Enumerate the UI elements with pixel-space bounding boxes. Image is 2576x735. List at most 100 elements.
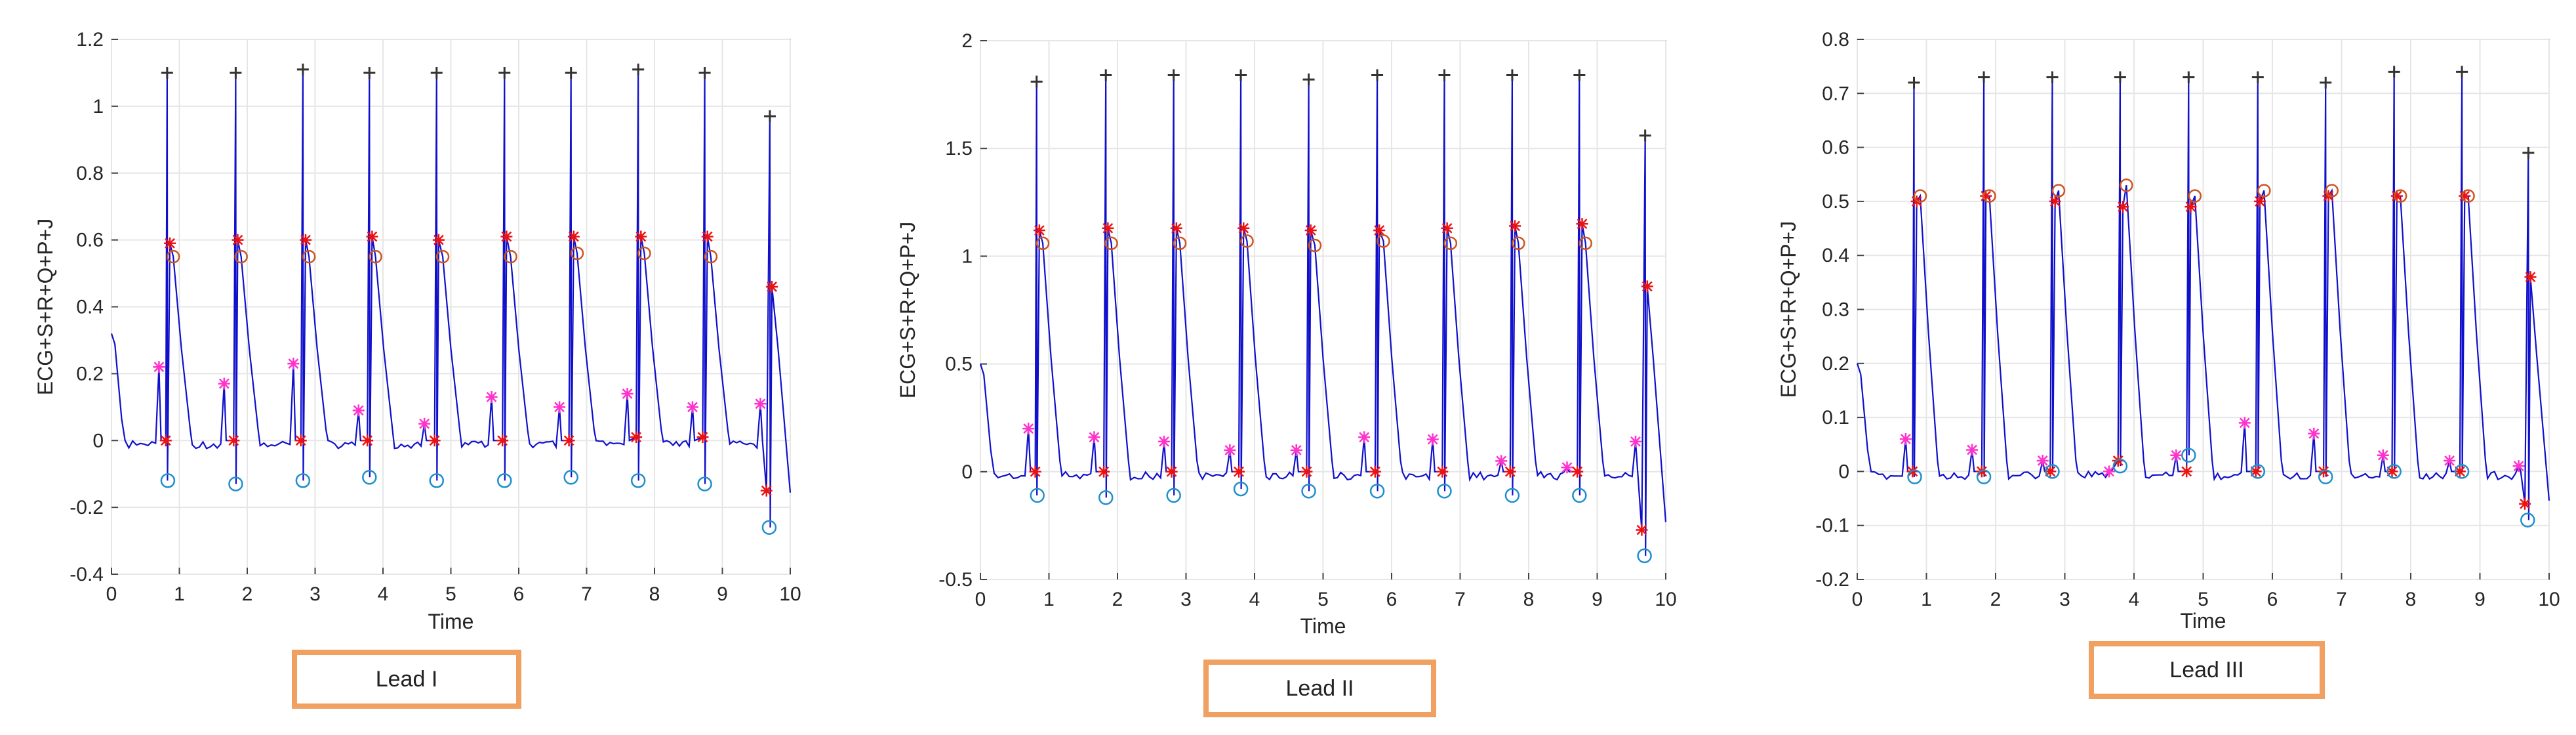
red-q-asterisk-marker	[1029, 465, 1041, 478]
y-tick-label: 0.8	[1822, 29, 1849, 51]
red-q-asterisk-marker	[2386, 465, 2398, 478]
y-tick-label: 1	[961, 245, 973, 267]
x-tick-label: 6	[1386, 589, 1398, 610]
x-tick-label: 4	[378, 583, 389, 605]
red-q-asterisk-marker	[361, 434, 374, 447]
y-tick-label: -0.2	[1815, 569, 1849, 591]
black-plus-marker	[632, 63, 645, 75]
cyan-circle-marker	[761, 520, 777, 535]
red-q-asterisk-marker	[1571, 465, 1584, 478]
red-asterisk-marker	[1238, 222, 1250, 234]
red-asterisk-marker	[1170, 222, 1182, 234]
red-asterisk-marker	[1441, 222, 1453, 234]
red-asterisk-marker	[1373, 224, 1386, 236]
cyan-circle-marker	[2112, 458, 2128, 474]
x-tick-label: 7	[2336, 589, 2347, 610]
red-q-asterisk-marker	[496, 434, 509, 447]
orange-circle-marker	[1308, 238, 1322, 253]
y-tick-label: 0.8	[76, 163, 104, 184]
black-plus-marker	[230, 66, 242, 79]
magenta-asterisk-marker	[418, 417, 431, 430]
red-q-asterisk-marker	[1504, 465, 1516, 478]
cyan-circle-marker	[1504, 488, 1520, 503]
cyan-circle-marker	[563, 470, 578, 485]
magenta-asterisk-marker	[1495, 455, 1508, 467]
cyan-circle-marker	[2454, 464, 2470, 479]
red-q-asterisk-marker	[563, 434, 575, 447]
magenta-asterisk-marker	[485, 391, 498, 404]
x-axis-label: Time	[428, 610, 474, 633]
magenta-asterisk-marker	[153, 361, 165, 373]
magenta-asterisk-marker	[2512, 460, 2525, 472]
red-asterisk-marker	[1576, 218, 1588, 230]
x-tick-label: 2	[242, 583, 253, 605]
black-plus-marker	[363, 66, 376, 79]
lead-i-caption-box: Lead I	[292, 650, 521, 709]
x-tick-label: 7	[581, 583, 592, 605]
cyan-circle-marker	[160, 473, 176, 488]
y-tick-label: -0.1	[1815, 515, 1849, 537]
red-q-asterisk-marker	[2249, 465, 2262, 478]
magenta-asterisk-marker	[1426, 433, 1439, 446]
cyan-circle-marker	[1030, 488, 1045, 503]
red-asterisk-marker	[1980, 190, 1992, 202]
red-q-asterisk-marker	[2044, 465, 2057, 478]
black-plus-marker	[1573, 69, 1586, 81]
magenta-asterisk-marker	[2308, 427, 2320, 440]
cyan-circle-marker	[1166, 488, 1181, 503]
red-q-asterisk-marker	[294, 434, 307, 447]
cyan-circle-marker	[1301, 484, 1316, 499]
red-q-asterisk-marker	[1165, 465, 1178, 478]
x-tick-label: 9	[1592, 589, 1603, 610]
x-tick-label: 9	[717, 583, 728, 605]
x-tick-label: 6	[513, 583, 525, 605]
y-tick-label: 2	[961, 30, 973, 52]
y-tick-label: -0.2	[70, 497, 104, 518]
black-plus-marker	[430, 66, 443, 79]
orange-circle-marker	[504, 249, 517, 264]
black-plus-marker	[1506, 69, 1518, 81]
magenta-asterisk-marker	[1224, 444, 1236, 456]
magenta-asterisk-marker	[621, 387, 634, 400]
y-tick-label: 0.6	[76, 230, 104, 251]
black-plus-marker	[161, 66, 173, 79]
cyan-circle-marker	[295, 473, 311, 488]
x-tick-label: 3	[310, 583, 321, 605]
red-q-asterisk-marker	[1098, 465, 1110, 478]
black-plus-marker	[1908, 76, 1920, 89]
magenta-asterisk-marker	[2238, 417, 2251, 429]
orange-circle-marker	[234, 249, 248, 264]
ecg-signal-line	[110, 69, 792, 528]
orange-circle-marker	[704, 249, 718, 264]
x-tick-label: 10	[779, 583, 801, 605]
red-asterisk-marker	[2254, 195, 2266, 207]
black-plus-marker	[1030, 75, 1043, 88]
y-tick-label: 0.4	[76, 297, 104, 318]
orange-circle-marker	[1173, 236, 1187, 250]
red-q-asterisk-marker	[1232, 465, 1245, 478]
cyan-circle-marker	[1369, 484, 1385, 499]
red-asterisk-marker	[1102, 222, 1114, 234]
orange-circle-marker	[2393, 189, 2407, 203]
cyan-circle-marker	[2181, 448, 2196, 463]
x-tick-label: 8	[649, 583, 660, 605]
y-tick-label: 0	[961, 461, 973, 483]
magenta-asterisk-marker	[218, 377, 230, 390]
cyan-circle-marker	[1098, 490, 1114, 505]
black-plus-marker	[2114, 71, 2126, 83]
orange-circle-marker	[1036, 236, 1050, 250]
x-tick-label: 3	[2059, 589, 2070, 610]
red-q-asterisk-marker	[2453, 465, 2466, 478]
black-plus-marker	[698, 66, 711, 79]
cyan-circle-marker	[1572, 488, 1587, 503]
black-plus-marker	[2183, 71, 2195, 83]
red-q-asterisk-marker	[428, 434, 441, 447]
red-asterisk-marker	[1641, 280, 1653, 293]
red-q-asterisk-marker	[1636, 524, 1648, 536]
orange-circle-marker	[1104, 236, 1118, 250]
y-tick-label: 0.1	[1822, 407, 1849, 429]
x-axis-label: Time	[2181, 609, 2226, 633]
red-asterisk-marker	[2524, 271, 2537, 284]
x-tick-label: 1	[1043, 589, 1055, 610]
